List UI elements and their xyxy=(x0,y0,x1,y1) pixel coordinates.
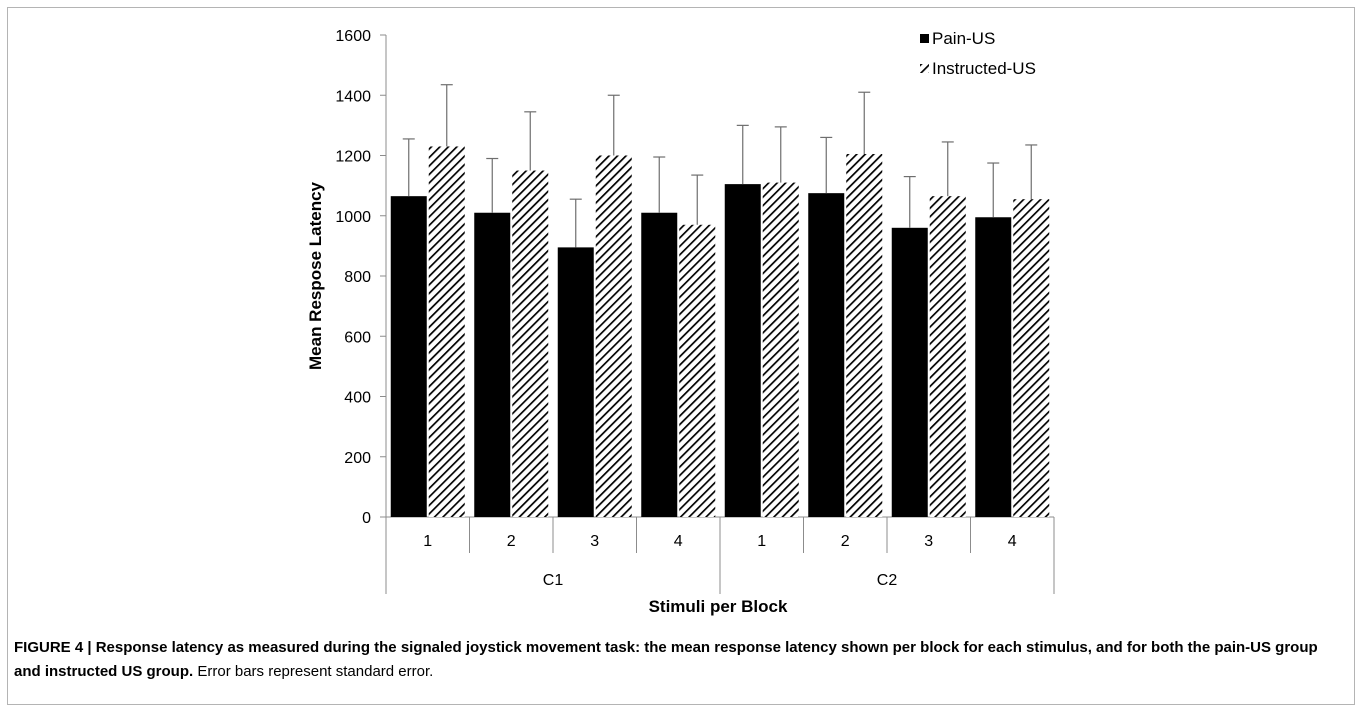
legend: Pain-US Instructed-US xyxy=(920,29,1036,78)
bar-instructed-us xyxy=(929,196,966,517)
x-tick-label: 3 xyxy=(924,533,933,550)
bar-pain-us xyxy=(557,247,594,517)
bar-pain-us xyxy=(891,227,928,518)
bar-instructed-us xyxy=(846,153,883,517)
bar-pain-us xyxy=(975,217,1012,517)
legend-label: Instructed-US xyxy=(932,59,1036,78)
y-tick-label: 1400 xyxy=(335,88,371,105)
x-tick-label: 1 xyxy=(423,533,432,550)
y-tick-label: 1000 xyxy=(335,209,371,226)
y-tick-label: 800 xyxy=(344,269,371,286)
y-tick-label: 1600 xyxy=(335,28,371,45)
y-tick-label: 0 xyxy=(362,510,371,527)
y-tick-label: 1200 xyxy=(335,149,371,166)
bar-instructed-us xyxy=(762,182,799,518)
bar-instructed-us xyxy=(512,170,549,517)
x-tick-label: 4 xyxy=(674,533,683,550)
caption-title: Response latency as measured during the … xyxy=(14,639,1318,680)
bar-instructed-us xyxy=(679,224,716,517)
bar-instructed-us xyxy=(428,146,465,517)
x-tick-label: 2 xyxy=(507,533,516,550)
x-tick-label: 2 xyxy=(841,533,850,550)
x-tick-label: 4 xyxy=(1008,533,1017,550)
bar-pain-us xyxy=(390,196,427,517)
bar-instructed-us xyxy=(595,155,632,517)
bar-instructed-us xyxy=(1013,199,1050,517)
bars xyxy=(390,84,1050,518)
y-tick-label: 400 xyxy=(344,390,371,407)
x-group-label: C1 xyxy=(543,572,564,589)
bar-pain-us xyxy=(724,184,761,517)
x-axis-label: Stimuli per Block xyxy=(649,597,788,616)
figure-caption: FIGURE 4 | Response latency as measured … xyxy=(14,636,1334,684)
legend-swatch-instructed-us xyxy=(920,64,929,73)
legend-swatch-pain-us xyxy=(920,34,929,43)
caption-label: FIGURE 4 | xyxy=(14,639,92,656)
x-tick-label: 3 xyxy=(590,533,599,550)
y-axis-label: Mean Respose Latency xyxy=(306,181,325,370)
y-axis: 0 200 400 600 800 1000 1200 1400 1600 xyxy=(335,28,387,527)
x-axis: 1 2 3 4 C1 1 2 3 4 C2 xyxy=(385,516,1055,594)
y-tick-label: 200 xyxy=(344,450,371,467)
x-tick-label: 1 xyxy=(757,533,766,550)
x-group-label: C2 xyxy=(877,572,898,589)
bar-pain-us xyxy=(641,212,678,518)
bar-pain-us xyxy=(474,212,511,518)
legend-label: Pain-US xyxy=(932,29,995,48)
bar-pain-us xyxy=(808,193,845,517)
caption-note: Error bars represent standard error. xyxy=(197,663,434,680)
y-tick-label: 600 xyxy=(344,329,371,346)
bar-chart: Mean Respose Latency 0200400600800100012… xyxy=(306,28,1055,616)
